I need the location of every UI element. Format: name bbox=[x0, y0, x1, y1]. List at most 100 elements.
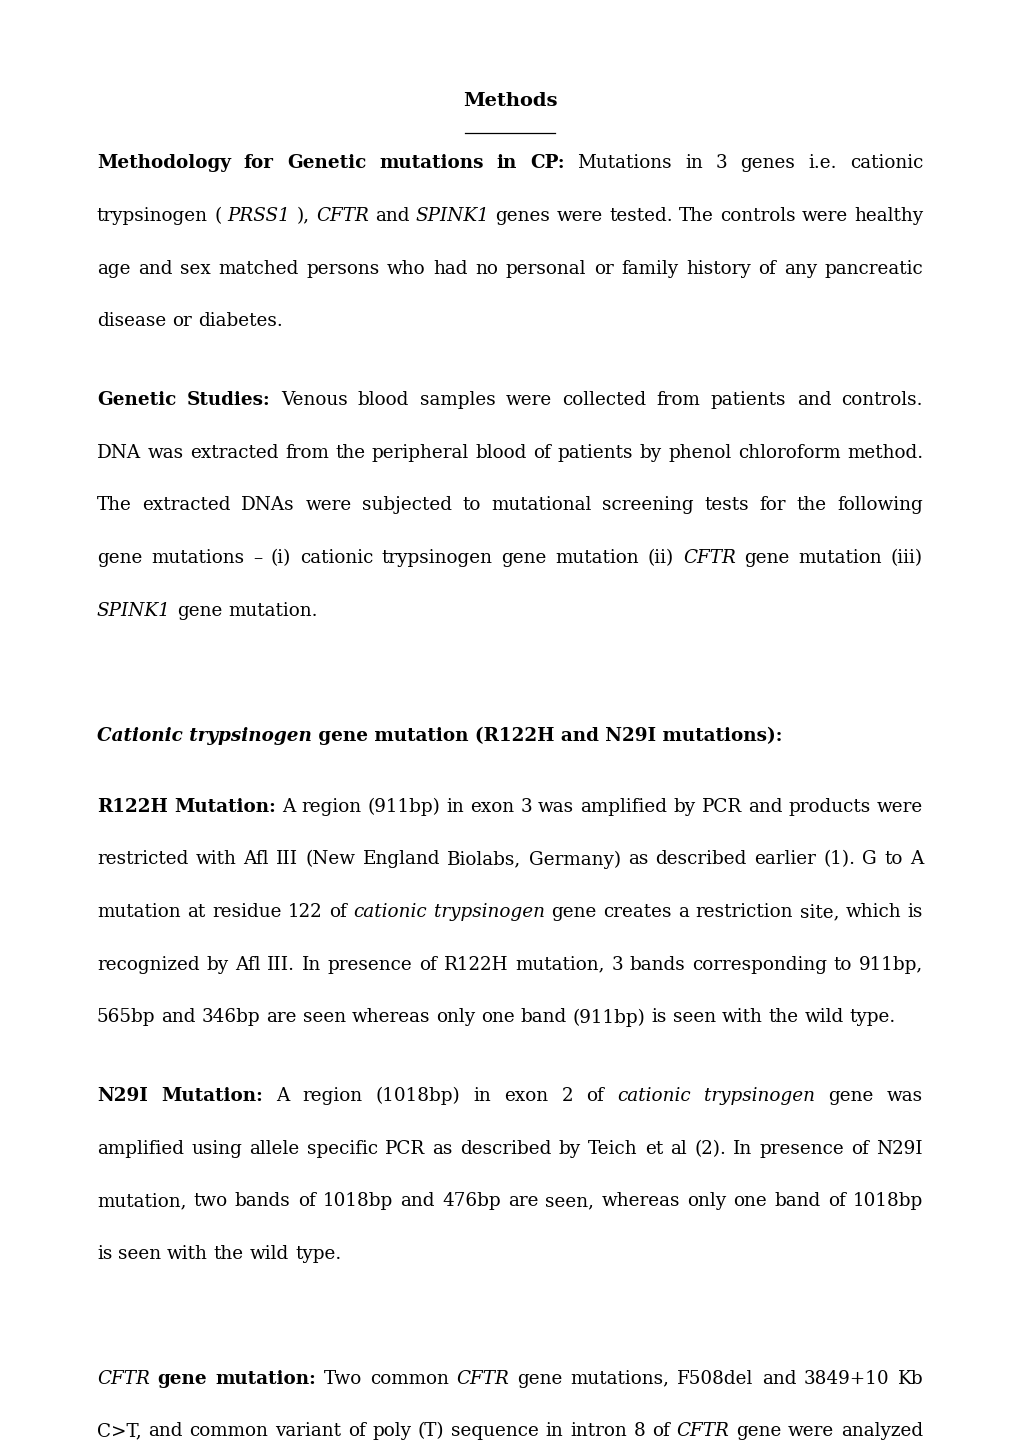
Text: seen: seen bbox=[672, 1009, 715, 1026]
Text: of: of bbox=[827, 1192, 845, 1211]
Text: gene: gene bbox=[744, 548, 789, 567]
Text: 1018bp: 1018bp bbox=[322, 1192, 392, 1211]
Text: (1).: (1). bbox=[822, 850, 854, 869]
Text: Mutation:: Mutation: bbox=[161, 1087, 263, 1105]
Text: no: no bbox=[475, 260, 498, 277]
Text: trypsinogen: trypsinogen bbox=[703, 1087, 814, 1105]
Text: Studies:: Studies: bbox=[186, 391, 270, 408]
Text: the: the bbox=[767, 1009, 798, 1026]
Text: (: ( bbox=[214, 208, 221, 225]
Text: et: et bbox=[644, 1140, 662, 1157]
Text: Afl: Afl bbox=[244, 850, 269, 869]
Text: and: and bbox=[399, 1192, 434, 1211]
Text: seen: seen bbox=[118, 1245, 161, 1263]
Text: is: is bbox=[907, 903, 922, 921]
Text: mutation.: mutation. bbox=[227, 602, 317, 619]
Text: of: of bbox=[851, 1140, 868, 1157]
Text: healthy: healthy bbox=[853, 208, 922, 225]
Text: of: of bbox=[533, 443, 550, 462]
Text: from: from bbox=[284, 443, 328, 462]
Text: exon: exon bbox=[470, 798, 514, 815]
Text: patients: patients bbox=[710, 391, 786, 408]
Text: presence: presence bbox=[327, 955, 413, 974]
Text: tested.: tested. bbox=[608, 208, 672, 225]
Text: PRSS1: PRSS1 bbox=[227, 208, 290, 225]
Text: specific: specific bbox=[307, 1140, 377, 1157]
Text: subjected: subjected bbox=[362, 496, 451, 514]
Text: for: for bbox=[759, 496, 786, 514]
Text: in: in bbox=[473, 1087, 491, 1105]
Text: CP:: CP: bbox=[530, 154, 565, 172]
Text: controls.: controls. bbox=[841, 391, 922, 408]
Text: wild: wild bbox=[250, 1245, 288, 1263]
Text: CFTR: CFTR bbox=[676, 1423, 729, 1440]
Text: Cationic trypsinogen: Cationic trypsinogen bbox=[97, 726, 312, 745]
Text: 3849+10: 3849+10 bbox=[803, 1369, 889, 1388]
Text: common: common bbox=[190, 1423, 268, 1440]
Text: had: had bbox=[433, 260, 468, 277]
Text: from: from bbox=[656, 391, 700, 408]
Text: ),: ), bbox=[297, 208, 310, 225]
Text: products: products bbox=[788, 798, 870, 815]
Text: whereas: whereas bbox=[352, 1009, 430, 1026]
Text: were: were bbox=[556, 208, 602, 225]
Text: pancreatic: pancreatic bbox=[823, 260, 922, 277]
Text: mutation,: mutation, bbox=[515, 955, 604, 974]
Text: trypsinogen: trypsinogen bbox=[381, 548, 492, 567]
Text: of: of bbox=[586, 1087, 603, 1105]
Text: gene: gene bbox=[158, 1369, 207, 1388]
Text: whereas: whereas bbox=[601, 1192, 680, 1211]
Text: the: the bbox=[796, 496, 826, 514]
Text: blood: blood bbox=[475, 443, 527, 462]
Text: only: only bbox=[687, 1192, 726, 1211]
Text: were: were bbox=[801, 208, 847, 225]
Text: recognized: recognized bbox=[97, 955, 200, 974]
Text: were: were bbox=[505, 391, 551, 408]
Text: F508del: F508del bbox=[677, 1369, 753, 1388]
Text: mutation: mutation bbox=[555, 548, 639, 567]
Text: amplified: amplified bbox=[97, 1140, 183, 1157]
Text: Mutation:: Mutation: bbox=[173, 798, 275, 815]
Text: described: described bbox=[460, 1140, 551, 1157]
Text: was: was bbox=[887, 1087, 922, 1105]
Text: with: with bbox=[720, 1009, 762, 1026]
Text: two: two bbox=[194, 1192, 227, 1211]
Text: A: A bbox=[276, 1087, 289, 1105]
Text: patients: patients bbox=[557, 443, 633, 462]
Text: is: is bbox=[651, 1009, 666, 1026]
Text: Biolabs,: Biolabs, bbox=[447, 850, 521, 869]
Text: type.: type. bbox=[849, 1009, 895, 1026]
Text: (911bp): (911bp) bbox=[572, 1009, 645, 1026]
Text: CFTR: CFTR bbox=[316, 208, 368, 225]
Text: 911bp,: 911bp, bbox=[858, 955, 922, 974]
Text: (911bp): (911bp) bbox=[367, 798, 440, 815]
Text: or: or bbox=[172, 313, 192, 330]
Text: 122: 122 bbox=[287, 903, 322, 921]
Text: to: to bbox=[463, 496, 481, 514]
Text: of: of bbox=[419, 955, 437, 974]
Text: Teich: Teich bbox=[587, 1140, 637, 1157]
Text: N29I: N29I bbox=[875, 1140, 922, 1157]
Text: chloroform: chloroform bbox=[737, 443, 840, 462]
Text: cationic: cationic bbox=[849, 154, 922, 172]
Text: mutation: mutation bbox=[798, 548, 881, 567]
Text: trypsinogen: trypsinogen bbox=[433, 903, 544, 921]
Text: gene: gene bbox=[827, 1087, 873, 1105]
Text: CFTR: CFTR bbox=[683, 548, 735, 567]
Text: 565bp: 565bp bbox=[97, 1009, 155, 1026]
Text: any: any bbox=[783, 260, 816, 277]
Text: trypsinogen: trypsinogen bbox=[97, 208, 208, 225]
Text: genes: genes bbox=[495, 208, 550, 225]
Text: controls: controls bbox=[719, 208, 795, 225]
Text: personal: personal bbox=[505, 260, 586, 277]
Text: mutational: mutational bbox=[491, 496, 591, 514]
Text: at: at bbox=[186, 903, 205, 921]
Text: in: in bbox=[496, 154, 517, 172]
Text: A: A bbox=[281, 798, 294, 815]
Text: were: were bbox=[305, 496, 352, 514]
Text: variant: variant bbox=[275, 1423, 340, 1440]
Text: to: to bbox=[833, 955, 851, 974]
Text: gene: gene bbox=[501, 548, 546, 567]
Text: presence: presence bbox=[759, 1140, 844, 1157]
Text: method.: method. bbox=[846, 443, 922, 462]
